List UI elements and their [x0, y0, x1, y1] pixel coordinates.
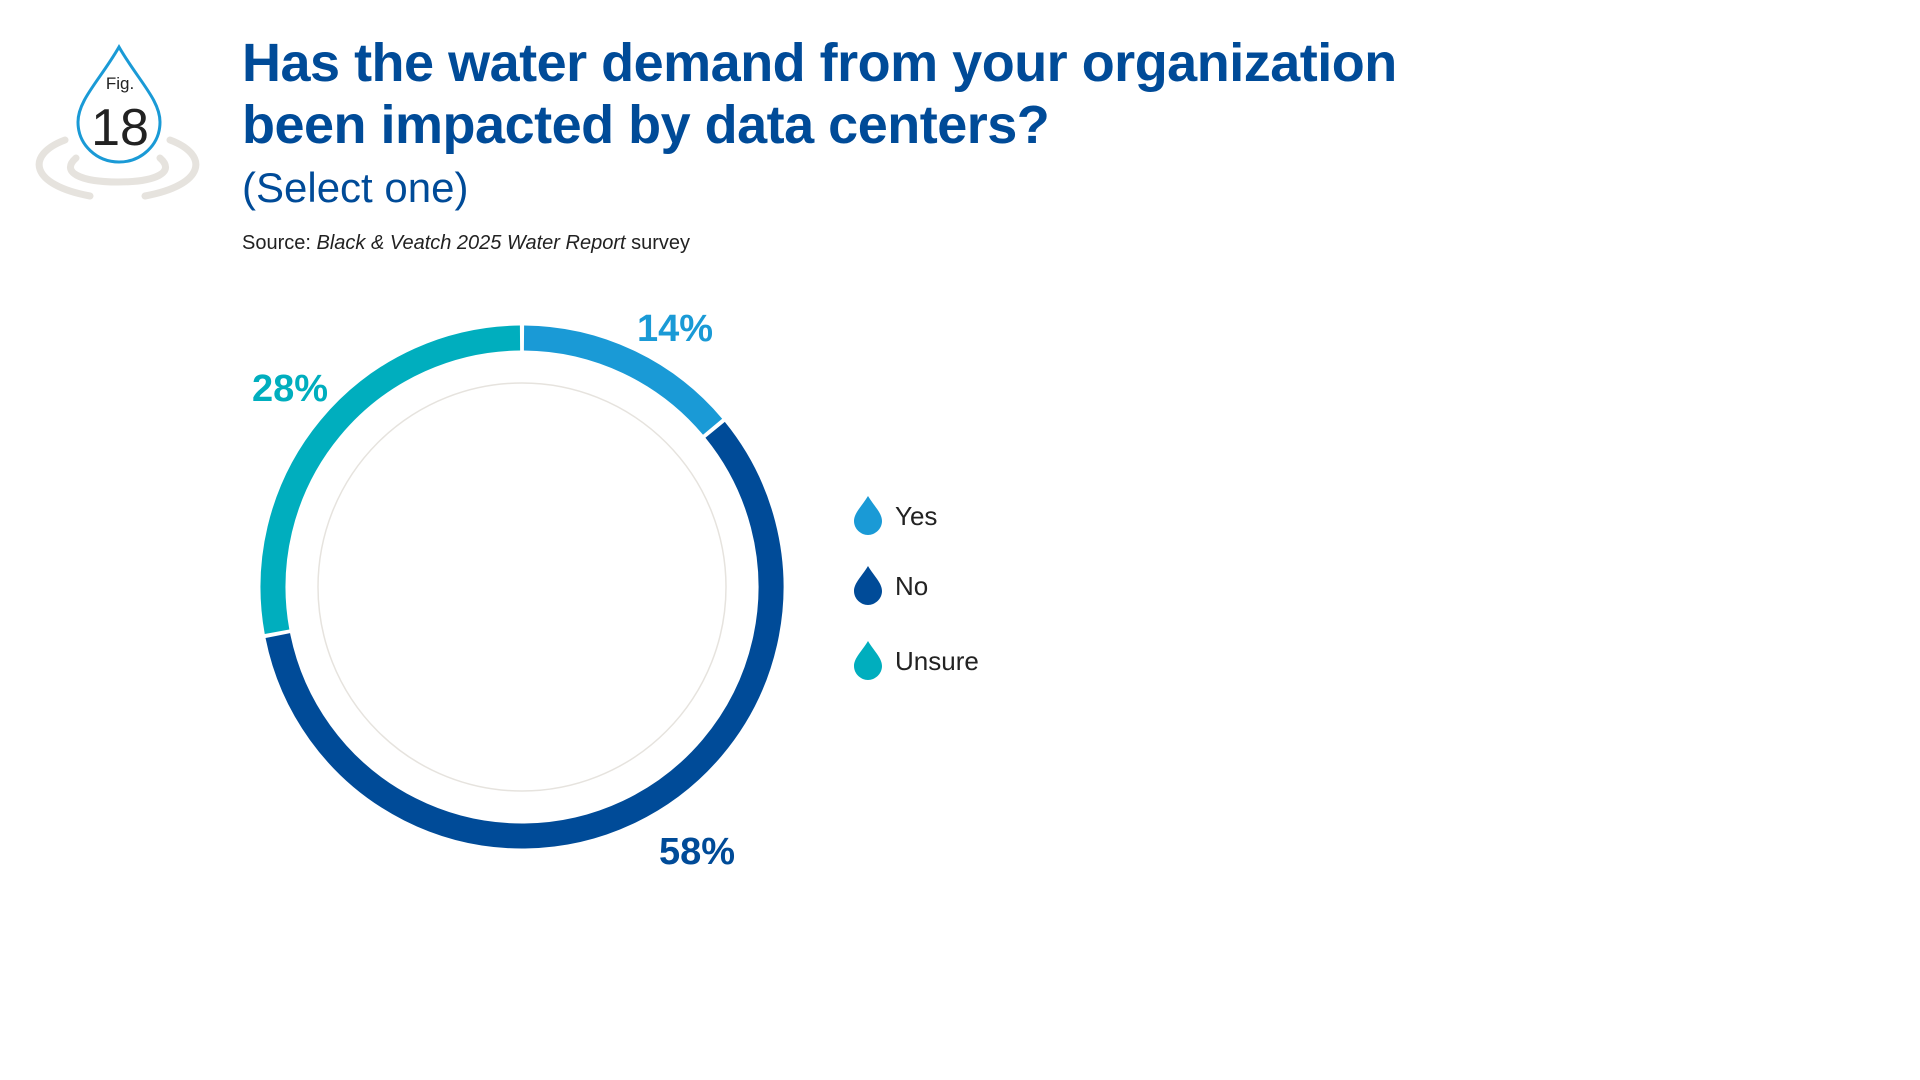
legend-label-yes: Yes	[895, 501, 937, 531]
inner-guide-circle	[317, 382, 727, 792]
source-note: Source: Black & Veatch 2025 Water Report…	[242, 232, 690, 255]
legend: Yes No Unsure	[854, 496, 979, 680]
data-label-no: 58%	[659, 831, 735, 873]
legend-drop-icon	[854, 566, 882, 605]
page-title: Has the water demand from your organizat…	[242, 32, 1397, 156]
title-line-2: been impacted by data centers?	[242, 95, 1050, 155]
fig-number: 18	[91, 99, 149, 157]
title-line-1: Has the water demand from your organizat…	[242, 33, 1397, 93]
source-title: Black & Veatch 2025 Water Report	[316, 232, 626, 254]
data-label-yes: 14%	[637, 308, 713, 350]
legend-drop-icon	[854, 496, 882, 535]
slice-unsure	[260, 325, 521, 634]
water-drop-icon	[76, 43, 162, 164]
ripple-inner-icon	[67, 154, 169, 186]
subtitle: (Select one)	[242, 164, 469, 211]
slice-no	[265, 421, 784, 849]
data-label-unsure: 28%	[252, 368, 328, 410]
ripple-outer-icon	[35, 136, 200, 200]
legend-label-no: No	[895, 571, 928, 601]
source-prefix: Source:	[242, 232, 317, 254]
legend-label-unsure: Unsure	[895, 646, 979, 676]
slice-yes	[523, 325, 723, 435]
source-suffix: survey	[625, 232, 691, 254]
fig-label: Fig.	[106, 74, 134, 93]
figure-badge: Fig. 18	[35, 43, 200, 200]
legend-drop-icon	[854, 641, 882, 680]
